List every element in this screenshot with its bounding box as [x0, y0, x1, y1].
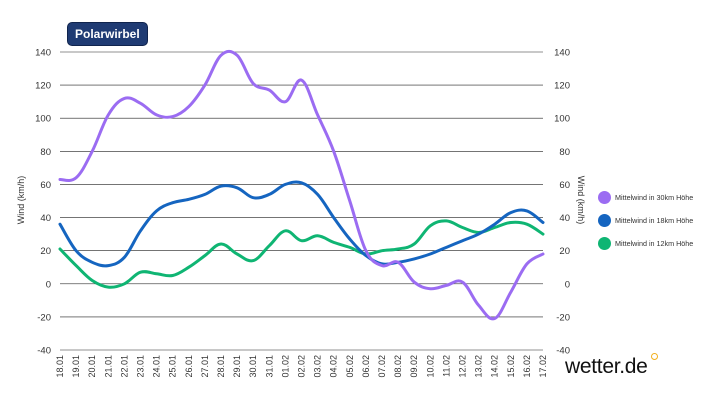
x-tick-label: 18.01 [55, 355, 65, 378]
x-tick-label: 22.01 [119, 355, 129, 378]
series-line-18km [58, 180, 545, 268]
y-tick-label-right: 60 [559, 180, 570, 191]
x-axis-ticks: 18.01 19.01 20.01 21.01 22.01 23.01 24.01 25.01… [55, 355, 548, 378]
y-tick-label-left: 20 [40, 246, 51, 257]
brand-logo-dot [651, 353, 658, 360]
x-tick-label: 07.02 [377, 355, 387, 378]
x-tick-label: 28.01 [216, 355, 226, 378]
x-tick-label: 17.02 [538, 355, 548, 378]
x-tick-label: 19.01 [71, 355, 81, 378]
y-tick-label-right: 80 [559, 147, 570, 158]
legend-label-12km: Mittelwind in 12km Höhe [615, 239, 694, 248]
x-tick-label: 21.01 [103, 355, 113, 378]
x-tick-label: 02.02 [297, 355, 307, 378]
y-tick-label-right: 100 [554, 114, 570, 125]
legend-item-18km[interactable]: Mittelwind in 18km Höhe [598, 209, 716, 232]
y-tick-label-right: 120 [554, 81, 570, 92]
series-line-30km [58, 49, 545, 321]
legend-item-12km[interactable]: Mittelwind in 12km Höhe [598, 232, 716, 255]
series-line-12km [58, 219, 545, 289]
x-tick-label: 30.01 [248, 355, 258, 378]
x-tick-label: 12.02 [458, 355, 468, 378]
right-y-axis-ticks: -40 -20 0 20 40 60 80 100 120 140 [554, 48, 570, 357]
y-tick-label-left: -20 [37, 312, 51, 323]
y-tick-label-right: 140 [554, 48, 570, 59]
x-tick-label: 04.02 [329, 355, 339, 378]
y-tick-label-right: -40 [556, 346, 570, 357]
x-tick-label: 03.02 [313, 355, 323, 378]
legend-label-18km: Mittelwind in 18km Höhe [615, 216, 694, 225]
x-tick-label: 08.02 [393, 355, 403, 378]
y-tick-label-left: 80 [40, 147, 51, 158]
y-tick-label-right: -20 [556, 312, 570, 323]
brand-logo: wetter.de [565, 355, 648, 378]
y-tick-label-right: 40 [559, 213, 570, 224]
x-tick-label: 29.01 [232, 355, 242, 378]
x-tick-label: 20.01 [87, 355, 97, 378]
chart-legend: Mittelwind in 30km Höhe Mittelwind in 18… [598, 186, 716, 255]
x-tick-label: 16.02 [522, 355, 532, 378]
y-tick-label-left: 0 [46, 279, 51, 290]
y-tick-label-left: 60 [40, 180, 51, 191]
chart-title-badge: Polarwirbel [67, 22, 148, 46]
y-tick-label-left: 140 [35, 48, 51, 59]
x-tick-label: 11.02 [441, 355, 451, 377]
x-tick-label: 26.01 [184, 355, 194, 378]
y-tick-label-left: 40 [40, 213, 51, 224]
x-tick-label: 05.02 [345, 355, 355, 378]
x-tick-label: 13.02 [474, 355, 484, 378]
x-tick-label: 31.01 [264, 355, 274, 378]
y-tick-label-left: 100 [35, 114, 51, 125]
left-y-axis-ticks: -40 -20 0 20 40 60 80 100 120 140 [35, 48, 51, 357]
left-y-axis-label: Wind (km/h) [16, 176, 26, 225]
y-tick-label-right: 20 [559, 246, 570, 257]
legend-swatch-18km [598, 214, 611, 227]
x-tick-label: 06.02 [361, 355, 371, 378]
y-tick-label-right: 0 [565, 279, 570, 290]
x-tick-label: 15.02 [506, 355, 516, 378]
y-tick-label-left: 120 [35, 81, 51, 92]
chart-series [58, 49, 545, 321]
right-y-axis-label: Wind (km/h) [576, 176, 586, 225]
x-tick-label: 27.01 [200, 355, 210, 378]
x-tick-label: 24.01 [152, 355, 162, 378]
legend-item-30km[interactable]: Mittelwind in 30km Höhe [598, 186, 716, 209]
x-tick-label: 01.02 [280, 355, 290, 378]
legend-swatch-30km [598, 191, 611, 204]
legend-label-30km: Mittelwind in 30km Höhe [615, 193, 694, 202]
x-tick-label: 10.02 [425, 355, 435, 378]
x-tick-label: 09.02 [409, 355, 419, 378]
x-tick-label: 14.02 [490, 355, 500, 378]
chart-grid [60, 51, 543, 351]
y-tick-label-left: -40 [37, 346, 51, 357]
x-tick-label: 23.01 [136, 355, 146, 378]
x-tick-label: 25.01 [168, 355, 178, 378]
legend-swatch-12km [598, 237, 611, 250]
